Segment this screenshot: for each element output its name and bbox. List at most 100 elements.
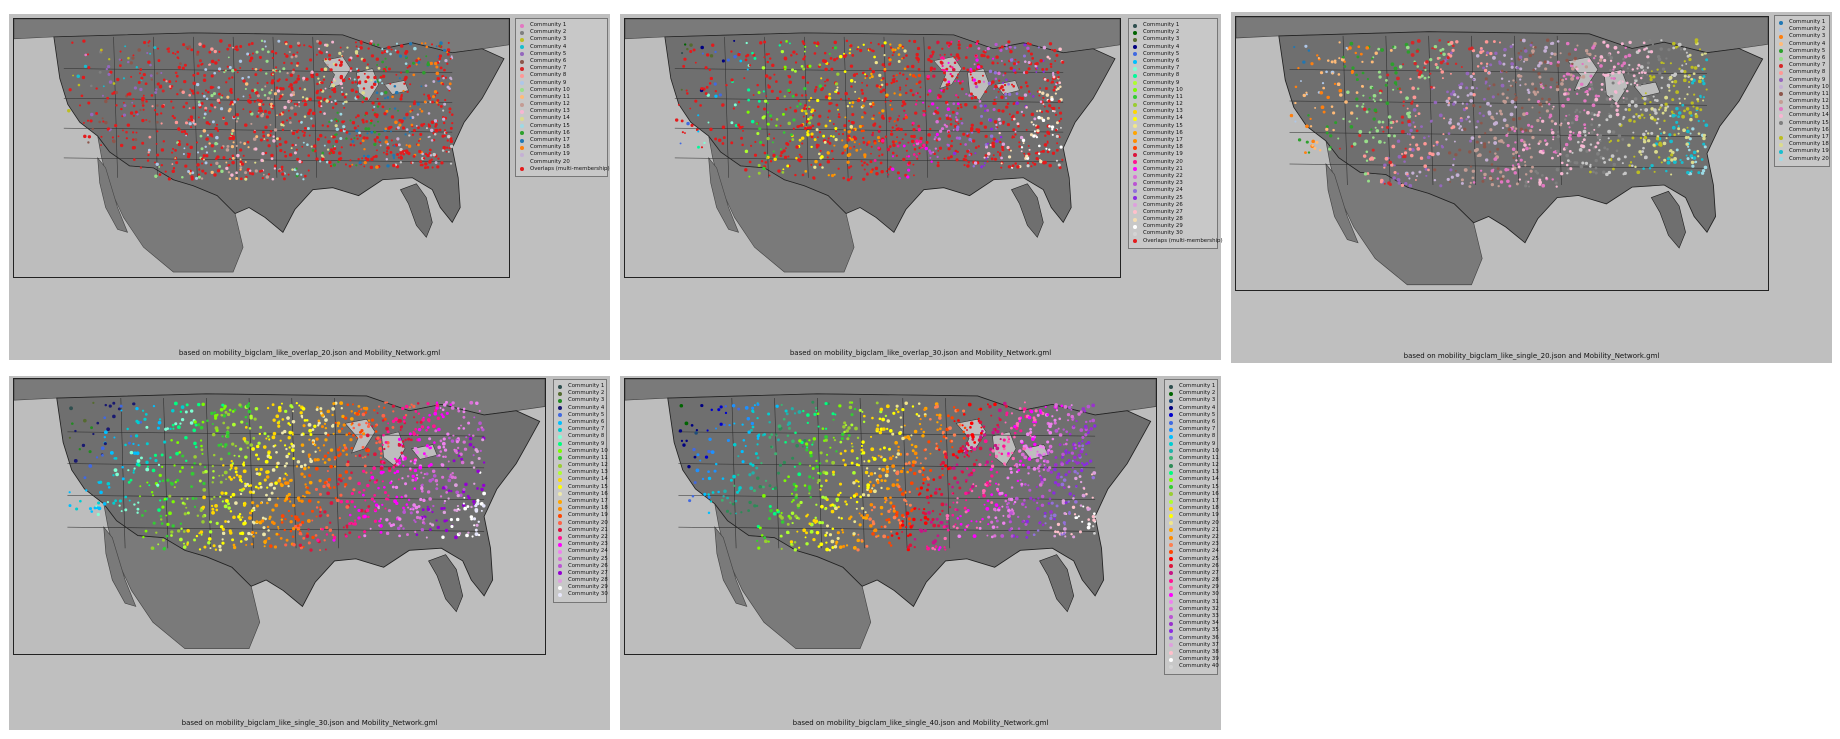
figure-caption: based on mobility_bigclam_like_single_20… xyxy=(1403,352,1660,360)
legend-swatch xyxy=(1169,571,1173,576)
legend-label: Community 22 xyxy=(1143,172,1183,179)
legend-entry: Community 13 xyxy=(520,108,603,115)
legend-label: Community 11 xyxy=(1179,454,1219,461)
legend-swatch xyxy=(1133,232,1137,237)
map-canvas xyxy=(1236,17,1768,290)
legend-swatch xyxy=(558,492,562,497)
legend-entry: Community 33 xyxy=(1169,613,1219,620)
legend-entry: Community 16 xyxy=(520,130,603,137)
legend-entry: Community 16 xyxy=(1169,491,1219,498)
legend-swatch xyxy=(558,557,562,562)
legend-entry: Community 4 xyxy=(1133,44,1213,51)
legend-swatch xyxy=(1169,549,1173,554)
legend-swatch xyxy=(1133,138,1137,143)
legend-entry: Community 1 xyxy=(558,383,604,390)
legend-swatch xyxy=(1779,92,1783,97)
legend-swatch xyxy=(1779,49,1783,54)
legend-swatch xyxy=(520,73,524,78)
legend-swatch xyxy=(520,37,524,42)
legend-swatch xyxy=(1133,66,1137,71)
legend-swatch xyxy=(520,124,524,129)
legend-entry: Community 6 xyxy=(1779,55,1825,62)
legend-swatch xyxy=(1169,420,1173,425)
legend-label: Community 20 xyxy=(1179,519,1219,526)
legend-label: Community 14 xyxy=(568,476,608,483)
legend-entry: Community 20 xyxy=(1779,156,1829,163)
legend-label: Community 11 xyxy=(568,454,608,461)
legend-entry: Community 29 xyxy=(1133,223,1213,230)
legend-label: Community 10 xyxy=(530,86,570,93)
baja-land xyxy=(97,156,129,233)
legend-swatch xyxy=(558,463,562,468)
legend-swatch xyxy=(520,45,524,50)
legend-entry: Community 10 xyxy=(1169,448,1219,455)
legend-label: Community 9 xyxy=(568,440,605,447)
florida-land xyxy=(428,554,464,613)
legend-swatch xyxy=(1133,210,1137,215)
legend-entry: Community 13 xyxy=(1779,105,1829,112)
legend-entry: Community 25 xyxy=(558,556,608,563)
legend-entry: Community 6 xyxy=(1169,419,1215,426)
legend-label: Community 7 xyxy=(1789,62,1826,69)
legend-swatch xyxy=(1169,485,1173,490)
legend-swatch xyxy=(520,160,524,165)
legend-swatch xyxy=(1169,506,1173,511)
map-panel-overlap-20: Community 1 Community 2 Community 3 Communi… xyxy=(9,14,610,360)
legend-swatch xyxy=(558,398,562,403)
legend-swatch xyxy=(1779,135,1783,140)
legend-entry: Community 7 xyxy=(1169,426,1216,433)
legend-label: Community 7 xyxy=(568,426,605,433)
legend-label: Community 5 xyxy=(530,50,567,57)
legend-entry: Community 18 xyxy=(520,144,603,151)
legend-entry: Community 13 xyxy=(558,469,608,476)
legend-entry: Community 23 xyxy=(1169,541,1219,548)
legend-swatch xyxy=(1169,442,1173,447)
legend-entry: Community 8 xyxy=(1133,72,1213,79)
legend-label: Community 18 xyxy=(568,505,608,512)
legend-entry: Community 36 xyxy=(1169,635,1219,642)
legend-label: Community 32 xyxy=(1179,605,1219,612)
legend-label: Community 13 xyxy=(1143,108,1183,115)
legend-label: Community 19 xyxy=(530,151,570,158)
legend-swatch xyxy=(1133,131,1137,136)
legend-swatch xyxy=(1133,59,1137,64)
legend-entry: Community 20 xyxy=(558,520,608,527)
legend-swatch xyxy=(1779,121,1783,126)
legend-entry: Community 26 xyxy=(1133,202,1213,209)
legend-label: Community 14 xyxy=(1789,112,1829,119)
legend-label: Community 2 xyxy=(568,390,605,397)
legend-entry: Community 5 xyxy=(1779,48,1825,55)
map-plot xyxy=(624,378,1157,655)
legend-entry: Community 40 xyxy=(1169,663,1219,670)
legend-swatch xyxy=(558,406,562,411)
legend-swatch xyxy=(1133,224,1137,229)
legend-label: Community 21 xyxy=(1143,165,1183,172)
legend-entry: Community 19 xyxy=(1779,148,1829,155)
legend-entry: Community 30 xyxy=(1133,230,1213,237)
legend-label: Community 2 xyxy=(1143,29,1180,36)
legend-swatch xyxy=(558,449,562,454)
legend-label: Community 29 xyxy=(568,584,608,591)
legend-label: Community 12 xyxy=(1789,98,1829,105)
legend-swatch xyxy=(1133,124,1137,129)
legend-swatch xyxy=(1133,37,1137,42)
legend-label: Community 6 xyxy=(1789,54,1826,61)
legend-label: Community 35 xyxy=(1179,627,1219,634)
legend-label: Community 7 xyxy=(1179,426,1216,433)
legend-label: Community 17 xyxy=(1143,137,1183,143)
legend-swatch xyxy=(520,81,524,86)
legend-entry: Community 22 xyxy=(1133,173,1213,180)
legend-entry: Community 10 xyxy=(558,448,608,455)
legend-swatch xyxy=(1169,427,1173,432)
legend-label: Community 29 xyxy=(1179,584,1219,591)
legend-entry: Community 28 xyxy=(558,577,608,584)
legend-entry: Community 5 xyxy=(520,51,603,58)
legend-label: Community 33 xyxy=(1179,613,1219,619)
legend-entry: Community 18 xyxy=(1779,141,1829,148)
legend-swatch xyxy=(1169,463,1173,468)
legend-entry: Community 24 xyxy=(1169,548,1219,555)
legend-label: Community 19 xyxy=(1143,151,1183,158)
legend-label: Community 17 xyxy=(530,137,570,143)
legend-entry: Community 20 xyxy=(520,159,603,166)
legend-entry: Community 2 xyxy=(558,390,605,397)
